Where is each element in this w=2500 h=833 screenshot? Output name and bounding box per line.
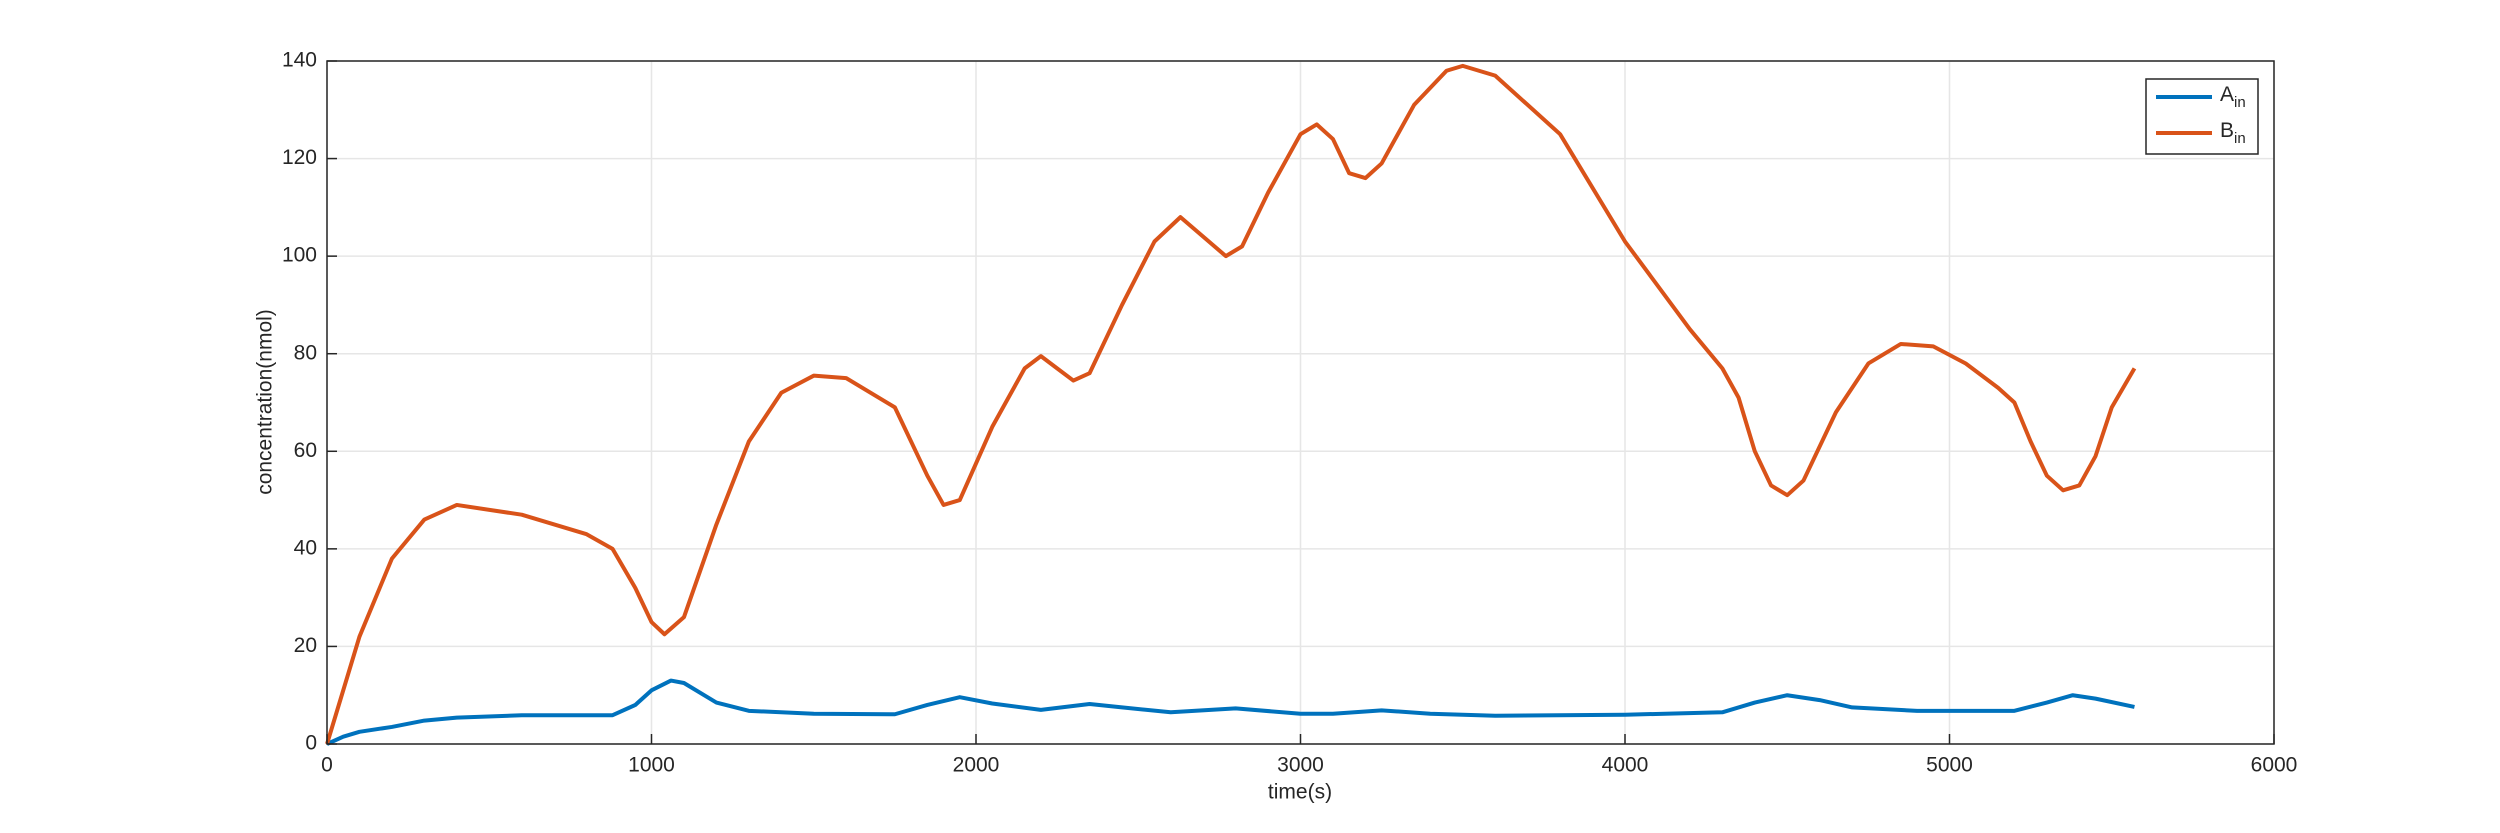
data-line — [326, 678, 2135, 746]
legend-name: B — [2220, 119, 2234, 142]
y-tick-label: 80 — [294, 341, 317, 364]
y-tick-label: 40 — [294, 536, 317, 559]
legend-name: A — [2220, 83, 2234, 106]
y-tick-label: 0 — [305, 732, 317, 755]
x-tick-label: 4000 — [1602, 754, 1649, 777]
x-tick-label: 0 — [321, 754, 333, 777]
x-axis-label: time(s) — [1268, 781, 1332, 804]
legend-box — [2145, 78, 2259, 155]
x-tick-label: 2000 — [953, 754, 1000, 777]
legend-label: Bin — [2220, 119, 2246, 147]
ticks: 0 1000 2000 3000 4000 5000 6000 0 20 40 60 80 100 120… — [282, 49, 2297, 777]
x-tick-label: 3000 — [1277, 754, 1324, 777]
plot-lines — [325, 63, 2137, 746]
y-tick-label: 20 — [294, 634, 317, 657]
y-tick-label: 60 — [294, 439, 317, 462]
y-tick-label: 100 — [282, 244, 317, 267]
y-tick-label: 120 — [282, 146, 317, 169]
legend-subscript: in — [2234, 130, 2246, 147]
x-tick-label: 5000 — [1926, 754, 1973, 777]
x-tick-label: 6000 — [2251, 754, 2298, 777]
y-tick-label: 140 — [282, 49, 317, 72]
data-line — [325, 63, 2137, 745]
x-tick-label: 1000 — [628, 754, 675, 777]
legend-label: Ain — [2220, 83, 2246, 111]
y-axis-label: concentration(nmol) — [254, 309, 277, 495]
legend-subscript: in — [2234, 94, 2246, 111]
